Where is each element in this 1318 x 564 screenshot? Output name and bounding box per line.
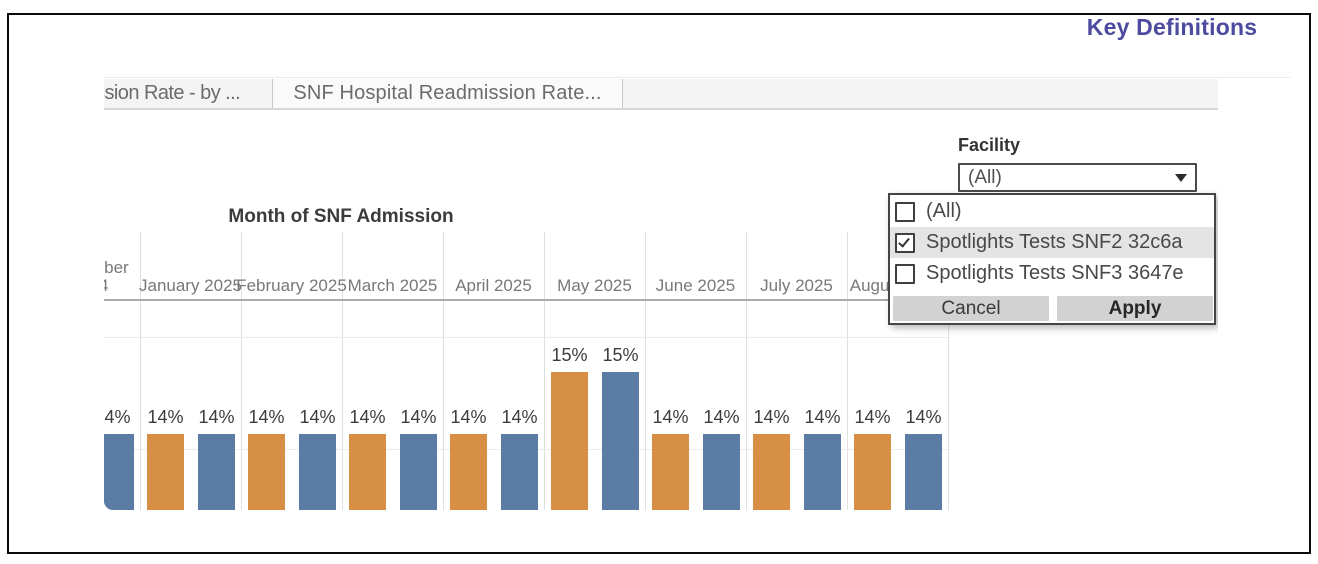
header-divider: [104, 77, 1290, 78]
month-label: February 2025: [236, 275, 347, 295]
month-label: December 2024: [104, 258, 129, 294]
column-gridline: [140, 232, 141, 510]
month-label: April 2025: [455, 275, 532, 295]
checkmark-icon: [898, 234, 910, 248]
filter-option-row[interactable]: (All): [890, 196, 1214, 227]
column-gridline: [241, 232, 242, 510]
bar-value-label: 14%: [198, 407, 235, 427]
month-label: January 2025: [138, 275, 243, 295]
apply-button[interactable]: Apply: [1057, 296, 1213, 321]
bar-value-label: 14%: [104, 407, 131, 427]
month-label: May 2025: [557, 275, 632, 295]
bar-value-label: 15%: [551, 345, 588, 365]
bar-value-label: 15%: [602, 345, 639, 365]
month-label: June 2025: [655, 275, 736, 295]
bar-value-label: 14%: [703, 407, 740, 427]
bar-value-label: 14%: [753, 407, 790, 427]
bar-blue[interactable]: [400, 434, 437, 510]
bar-blue[interactable]: [198, 434, 235, 510]
bar-orange[interactable]: [450, 434, 487, 510]
bar-blue[interactable]: [602, 372, 639, 510]
column-gridline: [948, 232, 949, 510]
column-gridline: [342, 232, 343, 510]
column-gridline: [746, 232, 747, 510]
filter-option-row[interactable]: Spotlights Tests SNF2 32c6a: [890, 227, 1214, 258]
checkbox-checked[interactable]: [895, 232, 915, 253]
bar-blue[interactable]: [104, 434, 134, 510]
checkbox-unchecked[interactable]: [895, 201, 915, 222]
bar-value-label: 14%: [299, 407, 336, 427]
bar-orange[interactable]: [147, 434, 184, 510]
bar-blue[interactable]: [299, 434, 336, 510]
month-label: March 2025: [347, 275, 438, 295]
chart-title: Month of SNF Admission: [228, 206, 454, 227]
horizontal-gridline: [104, 337, 948, 338]
column-gridline: [645, 232, 646, 510]
column-header-axis-line: [104, 299, 948, 301]
bar-orange[interactable]: [854, 434, 891, 510]
bar-orange[interactable]: [349, 434, 386, 510]
tab-snf-hospital-readmission-rate[interactable]: SNF Hospital Readmission Rate...: [273, 79, 623, 108]
dropdown-caret-icon: [1175, 173, 1187, 182]
sheet-tab-bar: ssion Rate - by ... SNF Hospital Readmis…: [104, 79, 1218, 110]
bar-blue[interactable]: [501, 434, 538, 510]
column-gridline: [443, 232, 444, 510]
bar-value-label: 14%: [400, 407, 437, 427]
bar-value-label: 14%: [501, 407, 538, 427]
facility-select-value: (All): [968, 166, 1002, 188]
bar-value-label: 14%: [248, 407, 285, 427]
filter-option-row[interactable]: Spotlights Tests SNF3 3647e: [890, 258, 1214, 289]
bar-value-label: 14%: [804, 407, 841, 427]
tableau-viz: ssion Rate - by ... SNF Hospital Readmis…: [104, 79, 1218, 510]
column-gridline: [847, 232, 848, 510]
month-label: July 2025: [760, 275, 833, 295]
key-definitions-link[interactable]: Key Definitions: [1086, 14, 1258, 40]
bar-orange[interactable]: [652, 434, 689, 510]
bar-value-label: 14%: [854, 407, 891, 427]
tab-label: ssion Rate - by ...: [104, 82, 241, 104]
checkbox-unchecked[interactable]: [895, 263, 915, 284]
filter-option-label: (All): [926, 200, 962, 222]
bar-value-label: 14%: [652, 407, 689, 427]
facility-dropdown-menu: (All) Spotlights Tests SNF2 32c6a Spotligh…: [888, 193, 1216, 325]
tab-label: SNF Hospital Readmission Rate...: [293, 82, 602, 104]
bar-blue[interactable]: [905, 434, 942, 510]
facility-filter-title: Facility: [958, 135, 1021, 155]
bar-blue[interactable]: [703, 434, 740, 510]
bar-blue[interactable]: [804, 434, 841, 510]
column-gridline: [544, 232, 545, 510]
bar-value-label: 14%: [905, 407, 942, 427]
bar-orange[interactable]: [753, 434, 790, 510]
bar-orange[interactable]: [248, 434, 285, 510]
bar-value-label: 14%: [147, 407, 184, 427]
bar-value-label: 14%: [349, 407, 386, 427]
facility-select[interactable]: (All): [958, 163, 1197, 192]
cancel-button[interactable]: Cancel: [893, 296, 1049, 321]
bar-orange[interactable]: [551, 372, 588, 510]
filter-option-label: Spotlights Tests SNF3 3647e: [926, 262, 1184, 284]
tab-readmission-rate-by[interactable]: ssion Rate - by ...: [104, 79, 273, 108]
bar-value-label: 14%: [450, 407, 487, 427]
filter-option-label: Spotlights Tests SNF2 32c6a: [926, 231, 1183, 253]
